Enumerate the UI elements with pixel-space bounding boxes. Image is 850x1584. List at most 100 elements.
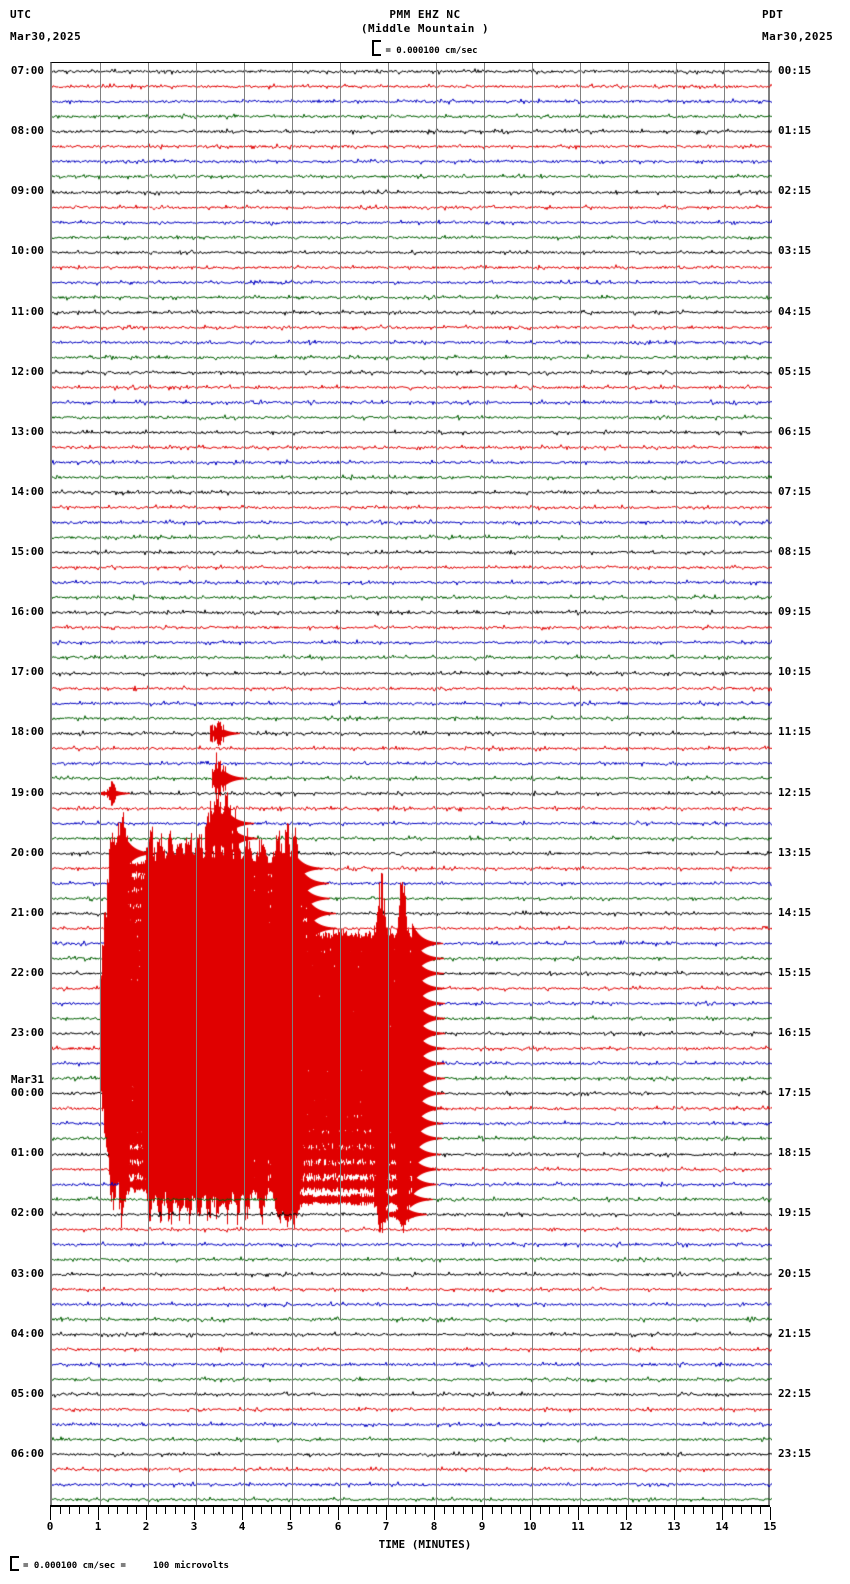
gridline-minute-11 — [580, 63, 581, 1505]
pdt-hour-label-0315: 03:15 — [778, 244, 812, 258]
pdt-hour-label-0615: 06:15 — [778, 424, 812, 438]
axis-tick — [539, 1507, 541, 1514]
pdt-hour-label-0015: 00:15 — [778, 64, 812, 77]
axis-tick — [520, 1507, 522, 1514]
footer-scale-note: = 0.000100 cm/sec = 100 microvolts — [8, 1556, 229, 1571]
pdt-hour-label-1815: 18:15 — [778, 1146, 812, 1160]
axis-tick — [635, 1507, 637, 1514]
axis-tick-label-2: 2 — [142, 1520, 150, 1533]
axis-tick — [242, 1507, 243, 1520]
utc-hour-label-1600: 16:00 — [10, 605, 44, 619]
utc-timezone-label: UTC — [10, 8, 32, 21]
axis-tick — [731, 1507, 733, 1514]
axis-tick — [549, 1507, 551, 1514]
axis-tick — [722, 1507, 723, 1520]
helicorder-plot[interactable] — [50, 62, 772, 1506]
axis-tick-label-1: 1 — [94, 1520, 102, 1533]
axis-tick — [664, 1507, 666, 1514]
pdt-hour-label-1215: 12:15 — [778, 785, 812, 799]
utc-hour-label-0000: 00:00 — [10, 1086, 44, 1100]
axis-tick — [750, 1507, 752, 1514]
pdt-timezone-label: PDT — [762, 8, 784, 21]
axis-tick — [414, 1507, 416, 1514]
utc-hour-label-1500: 15:00 — [10, 545, 44, 558]
pdt-hour-label-0715: 07:15 — [778, 484, 812, 498]
axis-tick — [597, 1507, 599, 1514]
axis-tick — [232, 1507, 234, 1514]
axis-tick — [760, 1507, 762, 1514]
axis-tick — [165, 1507, 167, 1514]
axis-tick — [318, 1507, 320, 1514]
axis-tick — [424, 1507, 426, 1514]
seismic-traces-canvas — [52, 63, 772, 1506]
axis-tick — [59, 1507, 61, 1514]
axis-tick — [443, 1507, 445, 1514]
axis-tick — [213, 1507, 215, 1514]
axis-tick — [616, 1507, 618, 1514]
gridline-minute-1 — [100, 63, 101, 1505]
axis-tick-label-14: 14 — [715, 1520, 729, 1533]
axis-tick — [155, 1507, 157, 1514]
axis-tick — [136, 1507, 138, 1514]
pdt-hour-label-0115: 01:15 — [778, 124, 812, 138]
axis-tick — [530, 1507, 531, 1520]
axis-tick — [683, 1507, 685, 1514]
axis-tick — [462, 1507, 464, 1514]
gridline-minute-7 — [388, 63, 389, 1505]
utc-hour-label-1400: 14:00 — [10, 484, 44, 498]
axis-tick — [386, 1507, 387, 1520]
axis-tick-label-11: 11 — [571, 1520, 585, 1533]
pdt-hour-label-0815: 08:15 — [778, 545, 812, 558]
axis-tick-label-12: 12 — [619, 1520, 633, 1533]
gridline-minute-13 — [676, 63, 677, 1505]
axis-tick — [482, 1507, 483, 1520]
utc-hour-label-1900: 19:00 — [10, 785, 44, 799]
utc-hour-label-2200: 22:00 — [10, 965, 44, 979]
axis-tick — [405, 1507, 407, 1514]
axis-tick — [376, 1507, 378, 1514]
gridline-minute-5 — [292, 63, 293, 1505]
axis-tick — [654, 1507, 656, 1514]
axis-tick-label-8: 8 — [430, 1520, 438, 1533]
axis-tick — [587, 1507, 589, 1514]
axis-tick-label-6: 6 — [334, 1520, 342, 1533]
axis-tick — [78, 1507, 80, 1514]
utc-hour-label-1300: 13:00 — [10, 424, 44, 438]
gridline-minute-10 — [532, 63, 533, 1505]
axis-tick — [645, 1507, 647, 1514]
axis-tick — [328, 1507, 330, 1514]
pdt-hour-label-0215: 02:15 — [778, 184, 812, 198]
axis-tick — [741, 1507, 743, 1514]
station-name-title: (Middle Mountain ) — [360, 22, 490, 35]
axis-tick — [69, 1507, 71, 1514]
axis-tick-label-7: 7 — [382, 1520, 390, 1533]
gridline-minute-9 — [484, 63, 485, 1505]
utc-hour-label-0300: 03:00 — [10, 1266, 44, 1280]
axis-tick — [126, 1507, 128, 1514]
axis-tick — [510, 1507, 512, 1514]
axis-tick — [578, 1507, 579, 1520]
pdt-date-label: Mar30,2025 — [762, 30, 834, 43]
axis-tick — [117, 1507, 119, 1514]
day-change-label: Mar31 — [10, 1073, 44, 1087]
axis-tick — [107, 1507, 109, 1514]
time-axis — [50, 1505, 771, 1520]
axis-tick — [146, 1507, 147, 1520]
scale-legend-text: = 0.000100 cm/sec — [385, 46, 478, 56]
axis-tick-label-0: 0 — [46, 1520, 54, 1533]
axis-tick — [770, 1507, 771, 1520]
axis-tick — [222, 1507, 224, 1514]
pdt-hour-label-0515: 05:15 — [778, 364, 812, 378]
axis-tick — [626, 1507, 627, 1520]
utc-hour-label-2300: 23:00 — [10, 1026, 44, 1039]
axis-tick-label-4: 4 — [238, 1520, 246, 1533]
axis-tick — [338, 1507, 339, 1520]
axis-tick — [606, 1507, 608, 1514]
gridline-minute-6 — [340, 63, 341, 1505]
utc-hour-label-1200: 12:00 — [10, 364, 44, 378]
gridline-minute-14 — [724, 63, 725, 1505]
axis-tick — [261, 1507, 263, 1514]
utc-hour-label-1700: 17:00 — [10, 665, 44, 679]
axis-tick — [50, 1507, 51, 1520]
utc-hour-label-0500: 05:00 — [10, 1386, 44, 1400]
